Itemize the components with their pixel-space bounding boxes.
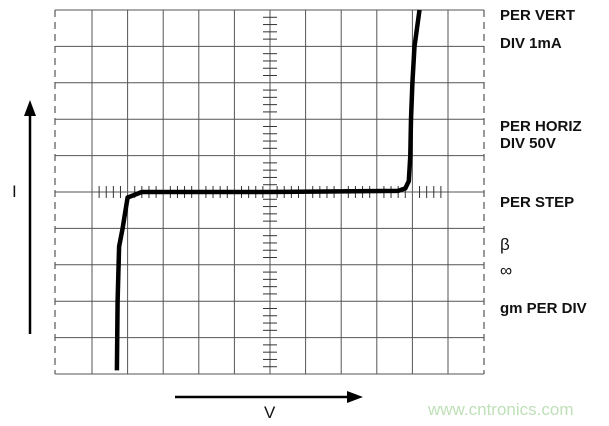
beta-symbol: β (500, 235, 510, 254)
series-line (114, 9, 422, 371)
v-arrow (175, 391, 363, 403)
watermark: www.cntronics.com (428, 400, 574, 419)
div-vert-label: DIV 1mA (500, 35, 562, 52)
infinity-symbol: ∞ (500, 261, 513, 280)
div-horiz-label: DIV 50V (500, 135, 556, 152)
x-axis-label: V (264, 403, 276, 422)
per-vert-label: PER VERT (500, 7, 576, 24)
per-step-label: PER STEP (500, 194, 575, 211)
i-arrow (24, 100, 36, 334)
per-horiz-label: PER HORIZ (500, 118, 582, 135)
gm-per-div-label: gm PER DIV (500, 300, 587, 317)
y-axis-label: I (12, 182, 17, 201)
